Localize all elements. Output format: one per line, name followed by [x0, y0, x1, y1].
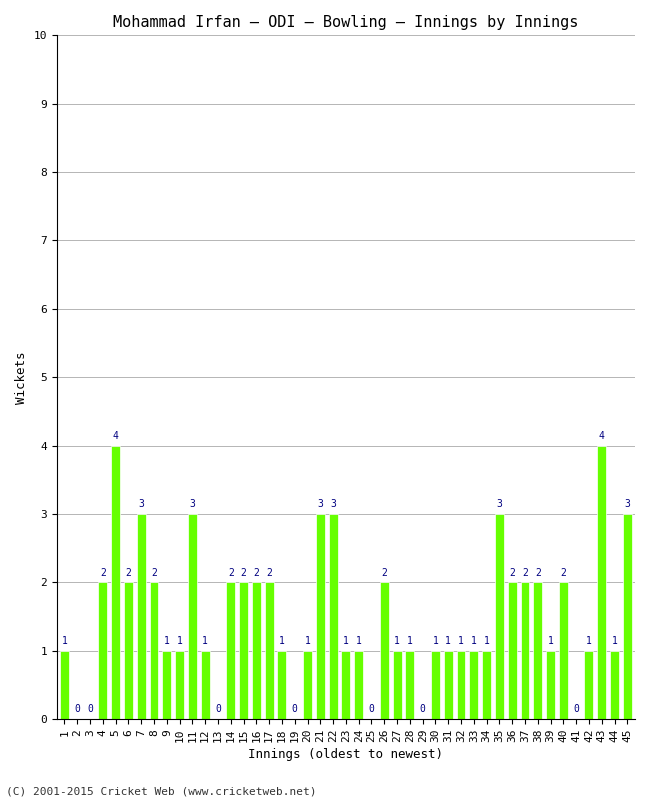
Text: 2: 2 [522, 568, 528, 578]
Bar [444, 651, 452, 719]
Bar [431, 651, 440, 719]
Bar [303, 651, 312, 719]
Bar [610, 651, 619, 719]
Title: Mohammad Irfan – ODI – Bowling – Innings by Innings: Mohammad Irfan – ODI – Bowling – Innings… [113, 15, 578, 30]
Bar [546, 651, 555, 719]
Text: (C) 2001-2015 Cricket Web (www.cricketweb.net): (C) 2001-2015 Cricket Web (www.cricketwe… [6, 786, 317, 796]
Bar [150, 582, 159, 719]
Bar [495, 514, 504, 719]
Bar [226, 582, 235, 719]
Text: 0: 0 [215, 705, 221, 714]
Text: 1: 1 [471, 636, 476, 646]
Text: 0: 0 [420, 705, 426, 714]
Bar [60, 651, 69, 719]
Text: 2: 2 [382, 568, 387, 578]
Text: 2: 2 [254, 568, 259, 578]
Text: 1: 1 [202, 636, 208, 646]
Bar [597, 446, 606, 719]
Text: 1: 1 [305, 636, 311, 646]
Bar [316, 514, 325, 719]
Bar [508, 582, 517, 719]
Text: 1: 1 [62, 636, 68, 646]
Text: 0: 0 [573, 705, 579, 714]
Text: 2: 2 [151, 568, 157, 578]
Bar [265, 582, 274, 719]
Text: 3: 3 [330, 499, 336, 510]
Bar [111, 446, 120, 719]
Text: 2: 2 [266, 568, 272, 578]
Text: 0: 0 [369, 705, 374, 714]
Bar [136, 514, 146, 719]
Bar [456, 651, 465, 719]
Text: 1: 1 [586, 636, 592, 646]
Text: 1: 1 [343, 636, 349, 646]
Bar [584, 651, 593, 719]
Text: 0: 0 [87, 705, 93, 714]
Bar [533, 582, 542, 719]
Bar [188, 514, 197, 719]
Text: 1: 1 [164, 636, 170, 646]
Text: 0: 0 [74, 705, 80, 714]
Y-axis label: Wickets: Wickets [15, 351, 28, 403]
Text: 2: 2 [125, 568, 131, 578]
Bar [521, 582, 530, 719]
Text: 1: 1 [177, 636, 183, 646]
Text: 0: 0 [292, 705, 298, 714]
Bar [124, 582, 133, 719]
Text: 2: 2 [560, 568, 566, 578]
Text: 1: 1 [356, 636, 361, 646]
Text: 2: 2 [227, 568, 234, 578]
Bar [559, 582, 568, 719]
Bar [162, 651, 171, 719]
Text: 3: 3 [317, 499, 323, 510]
Text: 1: 1 [548, 636, 554, 646]
Bar [329, 514, 337, 719]
Bar [406, 651, 414, 719]
Text: 1: 1 [484, 636, 489, 646]
Text: 3: 3 [625, 499, 630, 510]
Bar [341, 651, 350, 719]
Bar [393, 651, 402, 719]
Bar [201, 651, 210, 719]
Text: 4: 4 [599, 431, 604, 441]
Text: 3: 3 [138, 499, 144, 510]
Bar [354, 651, 363, 719]
Bar [175, 651, 184, 719]
Text: 1: 1 [445, 636, 451, 646]
Text: 1: 1 [279, 636, 285, 646]
X-axis label: Innings (oldest to newest): Innings (oldest to newest) [248, 748, 443, 761]
Bar [380, 582, 389, 719]
Text: 2: 2 [509, 568, 515, 578]
Bar [278, 651, 287, 719]
Bar [239, 582, 248, 719]
Text: 2: 2 [100, 568, 106, 578]
Text: 4: 4 [112, 431, 118, 441]
Bar [252, 582, 261, 719]
Bar [623, 514, 632, 719]
Text: 1: 1 [394, 636, 400, 646]
Text: 1: 1 [458, 636, 464, 646]
Text: 1: 1 [612, 636, 618, 646]
Text: 2: 2 [240, 568, 246, 578]
Text: 1: 1 [407, 636, 413, 646]
Bar [482, 651, 491, 719]
Text: 3: 3 [497, 499, 502, 510]
Bar [469, 651, 478, 719]
Text: 1: 1 [432, 636, 438, 646]
Text: 2: 2 [535, 568, 541, 578]
Bar [98, 582, 107, 719]
Text: 3: 3 [189, 499, 195, 510]
